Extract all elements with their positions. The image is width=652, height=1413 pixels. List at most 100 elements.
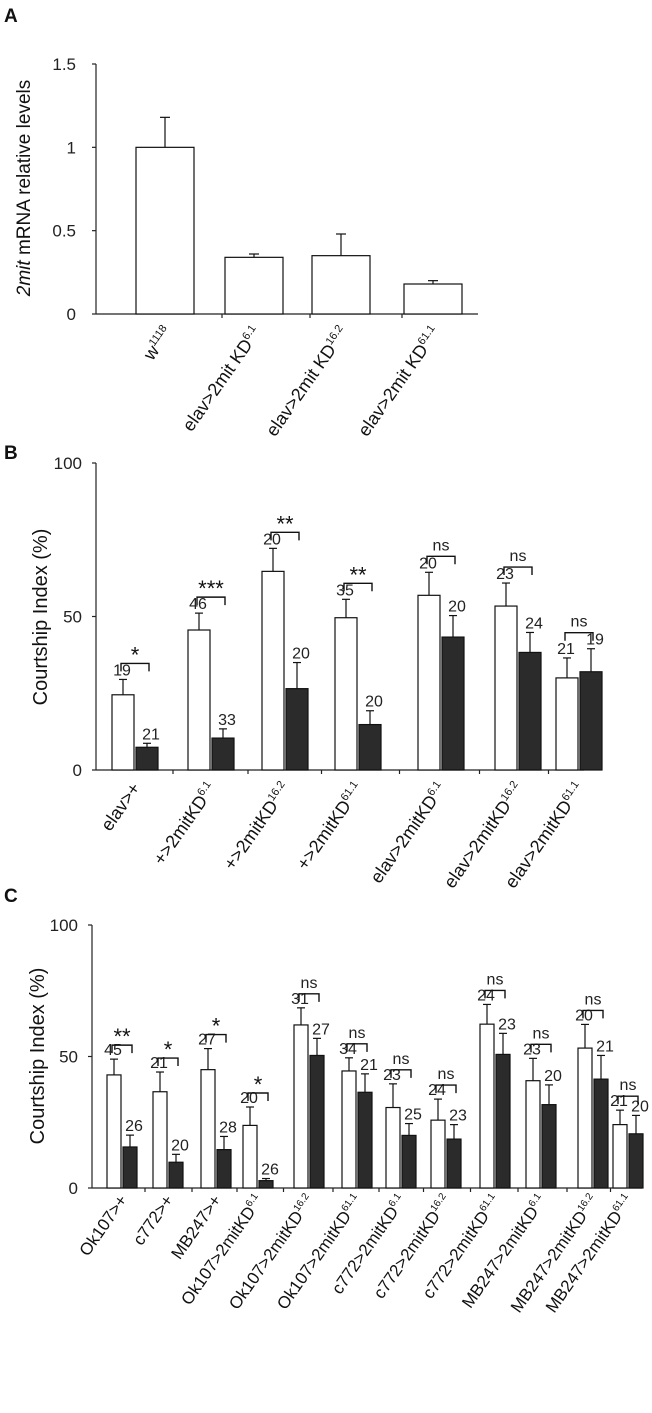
panel-b-chart: 0501001921*elav>+4633***+>2mitKD6.12020*… (30, 454, 604, 892)
c-significance-bracket (346, 1043, 368, 1052)
b-category-label-sup: 61.1 (560, 779, 582, 803)
c-y-tick-label: 100 (50, 916, 78, 935)
c-bar-open (430, 1119, 446, 1189)
c-significance-bracket (298, 993, 320, 1002)
a-category-label-sup: 1118 (147, 323, 170, 349)
c-category-label: Ok107>+ (76, 1191, 132, 1259)
b-significance-bracket (120, 662, 150, 672)
b-bar-filled (135, 746, 159, 771)
b-n-label-filled: 19 (586, 632, 604, 649)
b-bar-open (187, 629, 211, 771)
b-category-label-base: +>2mitKD (149, 791, 211, 868)
c-significance-label: ns (585, 991, 602, 1008)
b-category-label-sup: 61.1 (339, 779, 361, 803)
c-n-label-filled: 20 (631, 1098, 649, 1115)
b-category-label-base: elav>+ (97, 779, 144, 835)
c-significance-bracket (111, 1044, 133, 1054)
b-n-label-open: 23 (496, 566, 514, 583)
c-bar-open (341, 1070, 357, 1189)
b-n-label-filled: 20 (292, 646, 310, 663)
c-category-label: c772>+ (129, 1191, 177, 1248)
a-category-label-base: elav>2mit KD (178, 335, 256, 435)
b-n-label-filled: 20 (365, 694, 383, 711)
c-n-label-filled: 23 (498, 1016, 516, 1033)
b-category-label-sup: 16.2 (266, 779, 288, 803)
c-bar-open (612, 1124, 628, 1189)
c-bar-filled (168, 1161, 184, 1189)
b-n-label-open: 35 (336, 582, 354, 599)
c-bar-filled (122, 1146, 138, 1189)
c-significance-label: * (164, 1037, 173, 1062)
c-significance-label: ns (393, 1051, 410, 1068)
c-bar-filled (357, 1091, 373, 1189)
b-significance-label: *** (198, 576, 224, 601)
a-category-label-sup: 16.2 (324, 323, 346, 347)
c-bar-filled (593, 1078, 609, 1189)
a-bar (224, 256, 284, 315)
a-y-tick-label: 0.5 (52, 222, 76, 241)
c-significance-bracket (530, 1043, 552, 1053)
c-bar-open (242, 1124, 258, 1189)
b-significance-label: ** (276, 511, 294, 536)
c-bar-filled (541, 1104, 557, 1189)
c-significance-bracket (247, 1092, 269, 1101)
c-significance-label: ns (487, 971, 504, 988)
b-bar-open (417, 594, 441, 771)
a-y-axis-title: 2mit mRNA relative levels (14, 80, 35, 297)
b-n-label-filled: 20 (448, 599, 466, 616)
c-n-label-filled: 21 (596, 1038, 614, 1055)
a-category-label: elav>2mit KD6.1 (178, 323, 265, 435)
c-category-label-sup: 16.2 (576, 1191, 596, 1214)
a-category-label: w1118 (139, 323, 177, 365)
b-category-label: +>2mitKD61.1 (293, 779, 368, 874)
a-y-axis-title-rest: mRNA relative levels (14, 80, 35, 261)
c-n-label-open: 24 (428, 1082, 446, 1099)
c-bar-open (200, 1069, 216, 1189)
c-n-label-open: 45 (104, 1042, 122, 1059)
c-bar-filled (628, 1133, 644, 1189)
panel-label-a: A (4, 6, 18, 27)
b-bar-filled (358, 723, 382, 771)
c-y-axis-title: Courtship Index (%) (27, 968, 49, 1145)
b-n-label-open: 46 (189, 596, 207, 613)
b-significance-bracket (270, 531, 300, 541)
b-y-tick-label: 100 (54, 454, 82, 473)
b-bar-open (261, 570, 285, 771)
c-significance-label: ns (349, 1025, 366, 1042)
c-y-tick-label: 50 (59, 1048, 78, 1067)
c-n-label-filled: 27 (312, 1021, 330, 1038)
b-category-label: elav>2mitKD61.1 (501, 779, 588, 892)
a-category-label: elav>2mit KD61.1 (354, 323, 444, 440)
c-significance-label: ** (113, 1024, 131, 1049)
c-significance-bracket (617, 1095, 639, 1105)
b-significance-label: ns (571, 614, 588, 631)
c-n-label-open: 34 (339, 1041, 357, 1058)
b-significance-label: ns (433, 537, 450, 554)
c-n-label-filled: 25 (404, 1107, 422, 1124)
b-bar-filled (285, 688, 309, 771)
b-significance-bracket (343, 582, 373, 592)
b-bar-filled (518, 651, 542, 771)
b-n-label-filled: 21 (142, 726, 160, 743)
c-significance-label: ns (301, 975, 318, 992)
c-bar-filled (446, 1138, 462, 1189)
c-significance-bracket (435, 1084, 457, 1094)
c-bar-open (479, 1023, 495, 1189)
b-category-label-base: +>2mitKD (220, 796, 282, 873)
b-category-label-base: +>2mitKD (293, 796, 355, 873)
c-n-label-open: 27 (198, 1032, 216, 1049)
c-significance-bracket (484, 989, 506, 999)
b-bar-open (111, 694, 135, 771)
b-n-label-open: 21 (557, 641, 575, 658)
c-bar-open (152, 1091, 168, 1189)
c-n-label-open: 21 (610, 1093, 628, 1110)
b-y-tick-label: 50 (63, 608, 82, 627)
b-bar-filled (441, 636, 465, 771)
c-bar-filled (309, 1054, 325, 1189)
b-bar-filled (211, 737, 235, 771)
a-y-tick-label: 0 (67, 305, 76, 324)
c-category-label-sup: 61.1 (478, 1191, 498, 1214)
b-significance-label: ns (510, 548, 527, 565)
